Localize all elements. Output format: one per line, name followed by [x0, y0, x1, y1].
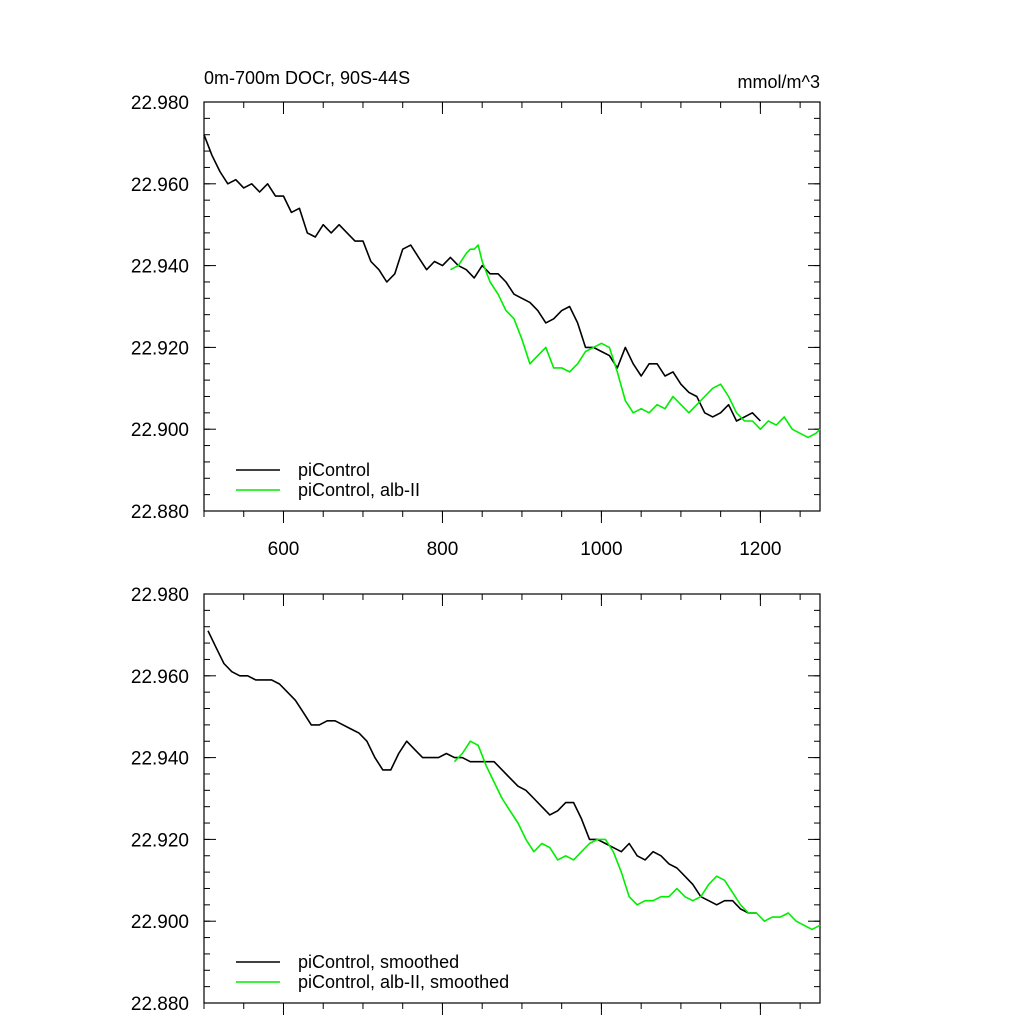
top-y-tick-label: 22.900: [131, 420, 189, 441]
top-y-tick-labels: 22.880 22.900 22.920 22.940 22.960 22.980: [131, 93, 189, 523]
top-plot-frame: [203, 101, 821, 512]
top-series-lines: [203, 134, 821, 439]
bottom-panel: 22.880 22.900 22.920 22.940 22.960 22.980 piC…: [131, 585, 821, 1015]
top-y-tick-label: 22.960: [131, 175, 189, 196]
top-legend-label-alb-ii: piControl, alb-II: [298, 480, 420, 500]
bottom-y-tick-label: 22.900: [131, 912, 189, 933]
top-panel: 0m-700m DOCr, 90S-44S mmol/m^3 22.88022.…: [131, 68, 821, 560]
bottom-series-line-picontrol-alb-ii-smoothed: [453, 740, 821, 931]
bottom-y-tick-labels: 22.880 22.900 22.920 22.940 22.960 22.980: [131, 585, 189, 1015]
top-series-line-picontrol: [203, 134, 761, 422]
bottom-y-tick-label: 22.880: [131, 994, 189, 1015]
top-y-tick-label: 22.980: [131, 93, 189, 114]
bottom-legend: piControl, smoothed piControl, alb-II, s…: [236, 952, 509, 992]
bottom-series-lines: [207, 630, 821, 931]
top-x-tick-label: 600: [268, 539, 300, 560]
bottom-legend-label-alb-ii-smoothed: piControl, alb-II, smoothed: [298, 972, 509, 992]
top-legend-label-picontrol: piControl: [298, 460, 370, 480]
top-x-tick-label: 800: [427, 539, 459, 560]
bottom-ticks: [203, 593, 820, 1015]
top-legend: piControl piControl, alb-II: [236, 460, 420, 500]
top-series-line-picontrol-alb-ii: [450, 244, 821, 439]
bottom-y-tick-label: 22.960: [131, 667, 189, 688]
top-y-tick-label: 22.880: [131, 502, 189, 523]
bottom-y-tick-label: 22.940: [131, 749, 189, 770]
bottom-legend-label-smoothed: piControl, smoothed: [298, 952, 459, 972]
top-units-label: mmol/m^3: [738, 72, 820, 92]
top-x-tick-label: 1200: [739, 539, 781, 560]
bottom-plot-frame: [203, 593, 821, 1004]
bottom-series-line-picontrol-smoothed: [207, 630, 757, 914]
bottom-y-tick-label: 22.920: [131, 830, 189, 851]
top-y-tick-label: 22.920: [131, 338, 189, 359]
top-ticks: [203, 101, 820, 523]
top-y-tick-label: 22.940: [131, 257, 189, 278]
top-x-tick-label: 1000: [580, 539, 622, 560]
top-x-tick-labels: 600 800 1000 1200: [268, 539, 782, 560]
top-chart-title: 0m-700m DOCr, 90S-44S: [204, 68, 410, 88]
bottom-y-tick-label: 22.980: [131, 585, 189, 606]
